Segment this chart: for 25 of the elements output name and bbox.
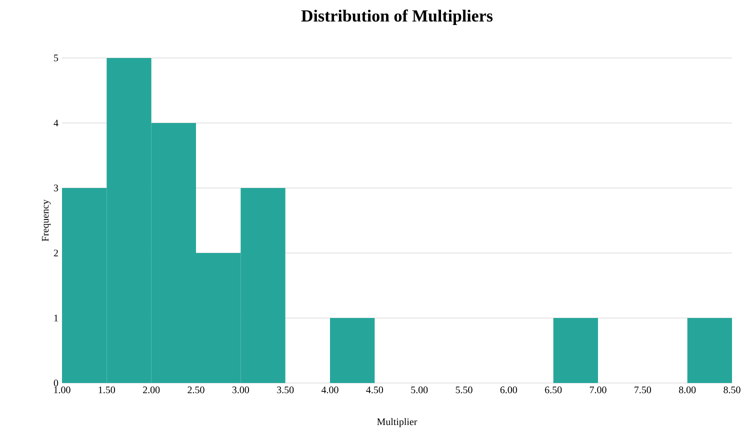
x-axis-title: Multiplier — [377, 418, 418, 428]
y-tick-label: 3 — [54, 184, 58, 192]
x-tick-label: 7.00 — [590, 386, 606, 394]
x-tick-label: 2.00 — [143, 386, 160, 394]
x-tick-label: 1.50 — [98, 386, 116, 394]
x-tick-label: 8.00 — [679, 386, 696, 394]
x-tick-label: 5.00 — [411, 386, 428, 394]
y-tick-label: 5 — [54, 54, 58, 62]
x-tick-label: 1.00 — [54, 386, 70, 394]
x-tick-label: 5.50 — [456, 386, 472, 394]
x-tick-label: 6.50 — [545, 386, 562, 394]
x-tick-label: 8.50 — [724, 386, 740, 394]
x-tick-label: 2.50 — [188, 386, 204, 394]
y-tick-label: 0 — [54, 380, 58, 386]
x-tick-label: 3.00 — [232, 386, 250, 394]
y-tick-label: 4 — [54, 120, 58, 126]
x-tick-label: 6.00 — [500, 386, 518, 394]
y-tick-label: 2 — [54, 250, 58, 256]
chart-title: Distribution of Multipliers — [301, 10, 493, 26]
x-tick-label: 4.50 — [366, 386, 384, 394]
y-tick-label: 1 — [54, 314, 58, 322]
x-tick-label: 4.00 — [321, 386, 338, 394]
y-axis-title: Frequency — [42, 200, 51, 242]
x-tick-label: 3.50 — [277, 386, 294, 394]
x-tick-label: 7.50 — [634, 386, 652, 394]
